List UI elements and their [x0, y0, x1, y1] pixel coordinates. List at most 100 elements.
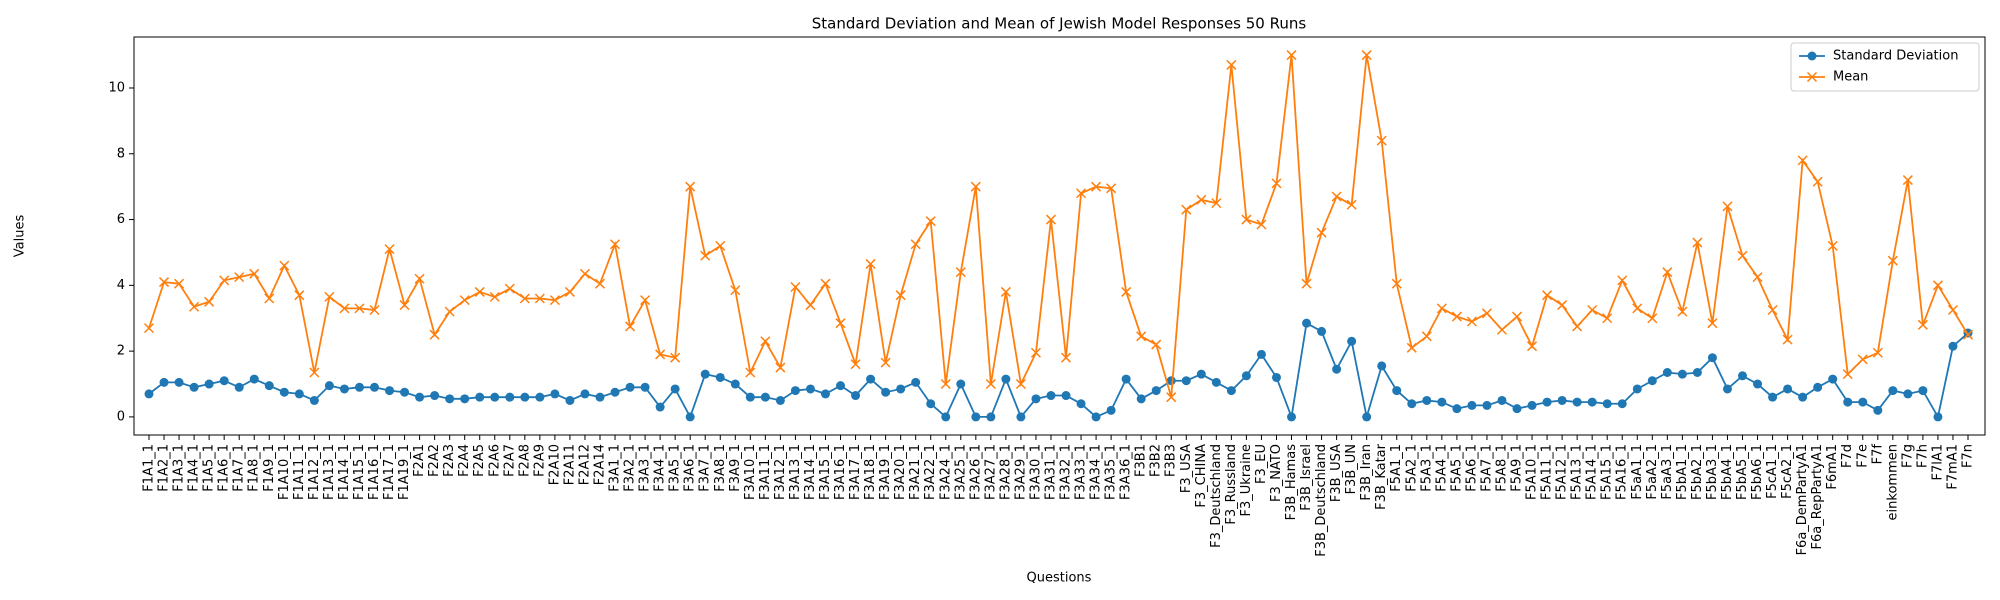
- data-point: [385, 386, 395, 396]
- data-point: [820, 278, 831, 289]
- data-point: [971, 412, 981, 422]
- data-point: [896, 384, 906, 394]
- data-point: [1241, 214, 1252, 225]
- data-point: [159, 377, 169, 387]
- data-point: [1045, 214, 1057, 225]
- data-point: [580, 389, 590, 399]
- x-tick-label: F5A15_1: [1600, 444, 1615, 500]
- x-tick-label: F5bA1_1: [1675, 444, 1690, 500]
- x-tick-label: F3A25_1: [953, 444, 968, 500]
- data-point: [1692, 368, 1702, 378]
- data-point: [1602, 313, 1613, 324]
- x-tick-label: F1A13_1: [322, 444, 337, 500]
- x-tick-label: F3_EU: [1254, 444, 1269, 484]
- data-point: [790, 386, 800, 396]
- legend-box: [1790, 42, 1980, 92]
- data-point: [1211, 377, 1221, 387]
- data-point: [745, 367, 756, 378]
- data-point: [1933, 412, 1943, 422]
- legend-label: Standard Deviation: [1833, 49, 1958, 64]
- data-point: [1557, 395, 1567, 405]
- x-tick-label: F3B_Deutschland: [1314, 444, 1329, 557]
- data-point: [1752, 272, 1763, 283]
- data-point: [625, 321, 636, 332]
- data-point: [1617, 399, 1627, 409]
- data-point: [1797, 155, 1808, 166]
- data-point: [775, 362, 786, 373]
- data-point: [1091, 181, 1102, 192]
- data-point: [369, 382, 379, 392]
- y-tick-label: 2: [117, 344, 125, 359]
- x-tick-label: F1A4_1: [187, 444, 202, 492]
- data-point: [1947, 304, 1959, 316]
- data-point: [309, 395, 319, 405]
- data-point: [775, 395, 785, 405]
- x-tick-label: F3A31_1: [1043, 444, 1058, 500]
- data-point: [1271, 178, 1282, 189]
- data-point: [1602, 399, 1612, 409]
- x-tick-label: F3B2: [1149, 444, 1164, 477]
- data-point: [1782, 334, 1793, 345]
- data-point: [159, 277, 170, 288]
- data-point: [1527, 400, 1537, 410]
- x-tick-label: einkommen: [1885, 444, 1900, 520]
- x-tick-label: F5A6_1: [1464, 444, 1479, 492]
- x-tick-label: F5A7_1: [1479, 444, 1494, 492]
- data-point: [1436, 303, 1447, 314]
- data-point: [339, 384, 349, 394]
- x-tick-label: F2A2: [427, 444, 442, 477]
- data-point: [1467, 400, 1477, 410]
- data-point: [1166, 392, 1177, 403]
- data-point: [1316, 227, 1327, 238]
- data-point: [415, 392, 425, 402]
- x-tick-label: F2A12: [577, 444, 592, 485]
- data-point: [445, 394, 455, 404]
- x-tick-label: F3A14_1: [803, 444, 818, 500]
- data-point: [490, 392, 500, 402]
- data-point: [715, 372, 725, 382]
- data-point: [1076, 188, 1087, 199]
- x-tick-label: F1A1_1: [142, 444, 157, 492]
- x-tick-label: F2A1: [412, 444, 427, 477]
- chart-title: Standard Deviation and Mean of Jewish Mo…: [812, 15, 1307, 33]
- data-point: [249, 374, 259, 384]
- data-point: [715, 240, 726, 251]
- x-tick-label: F5bA3_1: [1705, 444, 1720, 500]
- data-point: [579, 268, 590, 279]
- x-tick-label: F3A6_1: [683, 444, 698, 492]
- data-point: [1030, 347, 1041, 358]
- x-tick-label: F3B_UN: [1344, 444, 1359, 494]
- data-point: [519, 293, 530, 304]
- data-point: [400, 387, 410, 397]
- x-tick-label: F3B_USA: [1329, 444, 1344, 502]
- data-point: [1451, 311, 1462, 322]
- data-point: [836, 381, 846, 391]
- y-tick-label: 6: [117, 212, 125, 227]
- x-tick-label: F3A1_1: [608, 444, 623, 492]
- x-tick-label: F3A16_1: [833, 444, 848, 500]
- data-point: [189, 382, 199, 392]
- data-point: [1932, 280, 1943, 291]
- x-tick-label: F3A27_1: [983, 444, 998, 500]
- x-tick-label: F2A8: [517, 444, 532, 477]
- x-tick-label: F3A10_1: [743, 444, 758, 500]
- data-point: [505, 392, 515, 402]
- data-point: [234, 382, 244, 392]
- data-point: [1827, 240, 1838, 251]
- x-tick-label: F3B1: [1134, 444, 1149, 477]
- data-point: [1151, 339, 1162, 350]
- x-tick-label: F3A19_1: [878, 444, 893, 500]
- data-point: [384, 244, 395, 255]
- data-point: [1813, 382, 1823, 392]
- data-point: [144, 389, 154, 399]
- x-tick-label: F1A11_1: [292, 444, 307, 500]
- x-tick-label: F1A14_1: [337, 444, 352, 500]
- data-point: [925, 216, 936, 227]
- data-point: [565, 395, 575, 405]
- data-point: [504, 283, 515, 294]
- data-point: [1753, 379, 1763, 389]
- data-point: [1768, 392, 1778, 402]
- data-point: [1287, 412, 1297, 422]
- x-tick-label: F5A2_1: [1404, 444, 1419, 492]
- x-tick-label: F5A10_1: [1525, 444, 1540, 500]
